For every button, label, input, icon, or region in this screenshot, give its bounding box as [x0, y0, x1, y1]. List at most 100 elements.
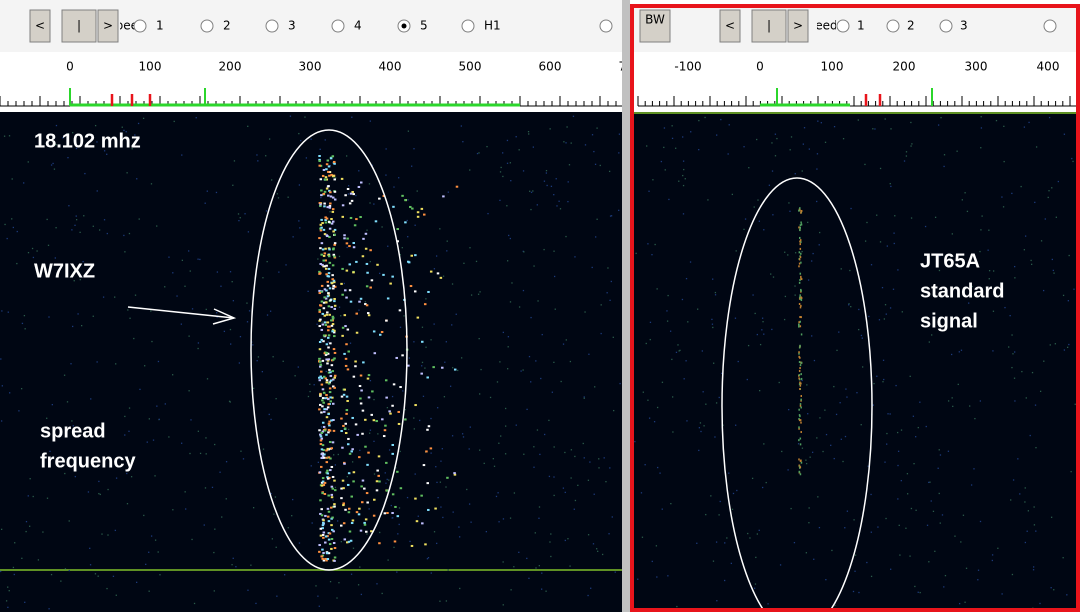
- radio-button[interactable]: [462, 20, 474, 32]
- signal: [332, 441, 335, 443]
- signal: [351, 200, 354, 202]
- noise: [989, 278, 990, 279]
- radio-button[interactable]: [940, 20, 952, 32]
- noise: [696, 543, 697, 544]
- noise: [422, 327, 423, 328]
- signal: [324, 321, 327, 323]
- noise: [963, 515, 964, 516]
- noise: [728, 153, 729, 154]
- noise: [871, 532, 872, 533]
- signal: [370, 414, 373, 416]
- noise: [613, 337, 614, 338]
- noise: [831, 550, 832, 551]
- radio-button[interactable]: [134, 20, 146, 32]
- signal: [378, 198, 381, 200]
- signal: [799, 361, 801, 363]
- noise: [435, 466, 436, 467]
- signal: [333, 255, 336, 257]
- noise: [392, 396, 393, 397]
- signal: [325, 434, 328, 436]
- noise: [858, 309, 859, 310]
- noise: [358, 170, 359, 171]
- radio-button[interactable]: [1044, 20, 1056, 32]
- signal: [355, 261, 358, 263]
- signal: [800, 316, 802, 318]
- noise: [1069, 255, 1070, 256]
- noise: [168, 436, 169, 437]
- noise: [909, 555, 910, 556]
- noise: [311, 465, 312, 466]
- signal: [340, 430, 343, 432]
- signal: [378, 480, 381, 482]
- noise: [513, 566, 514, 567]
- noise: [304, 116, 305, 117]
- noise: [812, 253, 813, 254]
- radio-button[interactable]: [837, 20, 849, 32]
- noise: [546, 185, 547, 186]
- signal: [333, 298, 336, 300]
- signal: [367, 378, 370, 380]
- noise: [817, 121, 818, 122]
- radio-button[interactable]: [201, 20, 213, 32]
- noise: [493, 458, 494, 459]
- signal: [322, 477, 325, 479]
- noise: [618, 152, 619, 153]
- noise: [172, 374, 173, 375]
- signal: [409, 206, 412, 208]
- radio-button[interactable]: [600, 20, 612, 32]
- noise: [17, 231, 18, 232]
- noise: [537, 429, 538, 430]
- noise: [93, 316, 94, 317]
- signal: [334, 556, 337, 558]
- signal: [331, 538, 334, 540]
- radio-label: 1: [857, 19, 865, 33]
- signal: [327, 478, 330, 480]
- signal: [325, 394, 328, 396]
- noise: [716, 541, 717, 542]
- noise: [748, 167, 749, 168]
- noise: [1008, 346, 1009, 347]
- noise: [684, 378, 685, 379]
- noise: [288, 527, 289, 528]
- noise: [671, 125, 672, 126]
- noise: [749, 537, 750, 538]
- radio-button[interactable]: [887, 20, 899, 32]
- noise: [1053, 589, 1054, 590]
- signal: [369, 249, 372, 251]
- noise: [795, 252, 796, 253]
- noise: [611, 281, 612, 282]
- noise: [584, 396, 585, 397]
- noise: [848, 304, 849, 305]
- noise: [1, 529, 2, 530]
- signal: [329, 400, 332, 402]
- noise: [205, 437, 206, 438]
- radio-button[interactable]: [332, 20, 344, 32]
- noise: [880, 168, 881, 169]
- noise: [882, 381, 883, 382]
- noise: [641, 492, 642, 493]
- noise: [127, 309, 128, 310]
- noise: [478, 294, 479, 295]
- noise: [510, 238, 511, 239]
- signal: [327, 448, 330, 450]
- signal: [326, 461, 329, 463]
- noise: [967, 211, 968, 212]
- noise: [971, 484, 972, 485]
- noise: [359, 450, 360, 451]
- noise: [755, 557, 756, 558]
- signal: [319, 203, 322, 205]
- signal: [414, 290, 417, 292]
- signal: [375, 220, 378, 222]
- noise: [1068, 344, 1069, 345]
- signal: [334, 547, 337, 549]
- noise: [502, 152, 503, 153]
- noise: [604, 457, 605, 458]
- signal: [319, 292, 322, 294]
- noise: [494, 466, 495, 467]
- noise: [437, 497, 438, 498]
- radio-button[interactable]: [266, 20, 278, 32]
- noise: [4, 136, 5, 137]
- noise: [992, 560, 993, 561]
- noise: [1043, 361, 1044, 362]
- noise: [565, 540, 566, 541]
